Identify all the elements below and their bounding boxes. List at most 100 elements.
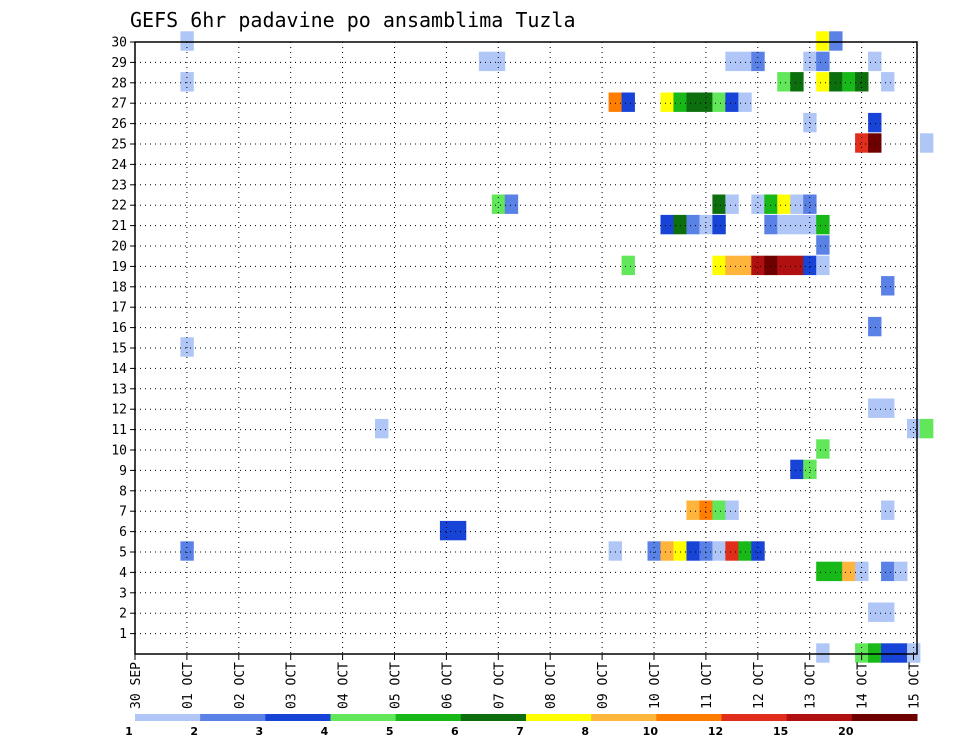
y-tick-label: 13 [111, 382, 127, 397]
precip-cell [660, 541, 674, 561]
precip-cell [725, 541, 739, 561]
grid-lines [135, 41, 917, 654]
precip-cell [881, 602, 895, 622]
precip-cell [816, 72, 830, 92]
precip-cell [712, 194, 726, 214]
precip-cell [712, 214, 726, 235]
precip-cell [686, 92, 700, 112]
y-tick-label: 7 [119, 505, 127, 520]
precip-cell [673, 214, 687, 235]
legend-label: 1 [125, 725, 133, 738]
precip-cell [504, 194, 519, 214]
y-tick-label: 4 [119, 566, 127, 581]
precip-cell [881, 276, 895, 296]
precip-cell [375, 418, 389, 439]
precip-cell [751, 541, 765, 561]
legend-swatch [721, 714, 788, 721]
y-tick-label: 10 [111, 444, 127, 459]
legend-swatch [460, 714, 527, 721]
color-legend: 1 2 3 4 5 6 7 8 10 12 15 20 [125, 714, 918, 738]
legend-swatch [265, 714, 331, 721]
x-tick-label: 10 OCT [648, 662, 663, 709]
precip-cell [803, 194, 817, 214]
precip-cell [738, 92, 752, 112]
precip-cell [868, 602, 882, 622]
precip-cell [881, 72, 895, 92]
precip-cell [686, 500, 700, 520]
precip-cell [790, 194, 804, 214]
precip-cell [699, 214, 713, 235]
precip-cell [777, 214, 791, 235]
precip-cell [660, 214, 674, 235]
precip-cell [751, 51, 765, 72]
precip-cell [894, 643, 908, 663]
precip-cell [777, 194, 791, 214]
legend-swatch [135, 714, 201, 721]
x-tick-label: 04 OCT [337, 662, 352, 709]
precip-cell [790, 214, 804, 235]
y-tick-label: 22 [111, 199, 127, 214]
x-tick-label: 30 SEP [129, 662, 144, 709]
precip-cell [180, 541, 194, 561]
precip-cell [738, 51, 752, 72]
precip-cell [816, 235, 830, 255]
legend-swatch [786, 714, 853, 721]
y-tick-label: 29 [111, 56, 127, 71]
precip-cell [855, 72, 869, 92]
precip-cell [738, 541, 752, 561]
x-tick-label: 14 OCT [856, 662, 871, 709]
precip-cell [868, 133, 882, 153]
legend-label: 10 [643, 725, 659, 738]
legend-swatch [526, 714, 592, 721]
precip-cell [725, 51, 739, 72]
precip-cell [919, 418, 934, 439]
y-tick-label: 19 [111, 260, 127, 275]
x-tick-label: 06 OCT [440, 662, 455, 709]
precip-cell [751, 194, 765, 214]
x-tick-label: 11 OCT [700, 662, 715, 709]
precip-cell [180, 72, 194, 92]
y-tick-label: 30 [111, 36, 127, 51]
precip-cell [673, 92, 687, 112]
precip-cell [712, 92, 726, 112]
precip-cell [803, 255, 817, 276]
data-cells [180, 31, 934, 663]
chart-title: GEFS 6hr padavine po ansamblima Tuzla [130, 8, 576, 32]
precip-cell [673, 541, 687, 561]
x-tick-label: 13 OCT [804, 662, 819, 709]
y-tick-label: 24 [111, 158, 127, 173]
precip-cell [816, 255, 830, 276]
precip-cell [777, 72, 791, 92]
x-tick-label: 05 OCT [389, 662, 404, 709]
precip-cell [608, 541, 622, 561]
x-tick-label: 01 OCT [181, 662, 196, 709]
precip-cell [764, 255, 778, 276]
precip-cell [868, 398, 882, 418]
precip-cell [803, 214, 817, 235]
precip-cell [751, 255, 765, 276]
legend-label: 7 [516, 725, 524, 738]
precip-cell [660, 92, 674, 112]
y-tick-label: 6 [119, 525, 127, 540]
y-tick-label: 20 [111, 240, 127, 255]
precip-cell [842, 561, 856, 582]
y-tick-label: 3 [119, 586, 127, 601]
precip-cell [180, 31, 194, 51]
precip-cell [881, 398, 895, 418]
precip-cell [894, 561, 908, 582]
precip-cell [790, 72, 804, 92]
precip-cell [725, 92, 739, 112]
precip-cell [452, 520, 467, 541]
precip-cell [868, 112, 882, 133]
legend-label: 8 [581, 725, 589, 738]
precip-cell [764, 214, 778, 235]
precip-cell [803, 51, 817, 72]
precip-cell [881, 500, 895, 520]
precip-cell [868, 643, 882, 663]
y-tick-label: 5 [119, 546, 127, 561]
precip-cell [790, 459, 804, 480]
precip-cell [855, 561, 869, 582]
y-tick-label: 26 [111, 117, 127, 132]
precip-cell [491, 194, 506, 214]
